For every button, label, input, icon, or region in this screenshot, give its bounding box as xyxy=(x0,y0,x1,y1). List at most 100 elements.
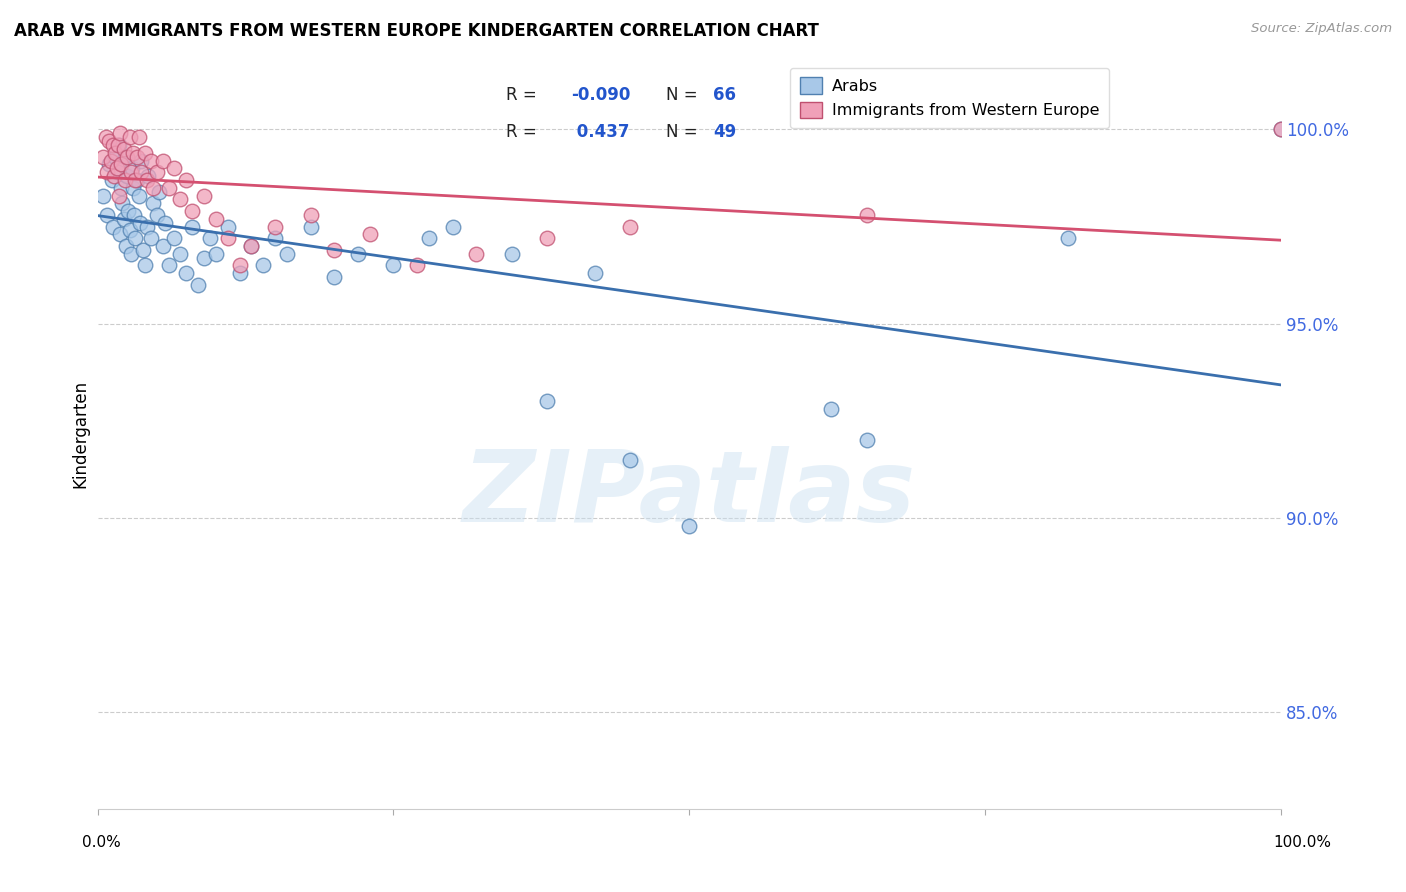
Text: N =: N = xyxy=(665,86,697,103)
Point xyxy=(198,231,221,245)
Point xyxy=(93,188,115,202)
Point xyxy=(139,231,162,245)
Point xyxy=(465,246,488,260)
Point xyxy=(359,227,381,242)
Point xyxy=(240,239,263,253)
Point xyxy=(136,173,159,187)
Point xyxy=(108,127,131,141)
Point xyxy=(855,208,877,222)
Point xyxy=(139,153,162,168)
Point xyxy=(108,227,131,242)
Point xyxy=(114,150,136,164)
Point xyxy=(101,219,124,234)
Point xyxy=(193,251,215,265)
Point xyxy=(855,433,877,447)
Point xyxy=(176,266,198,280)
Point xyxy=(1057,231,1080,245)
Point xyxy=(187,277,209,292)
Point xyxy=(347,246,370,260)
Point xyxy=(1270,122,1292,136)
Point xyxy=(138,169,160,183)
Point xyxy=(128,188,150,202)
Point xyxy=(131,153,153,168)
Point xyxy=(105,161,128,176)
Point xyxy=(148,185,170,199)
Point xyxy=(110,180,132,194)
Point xyxy=(100,153,122,168)
Text: R =: R = xyxy=(506,86,537,103)
Point xyxy=(110,157,132,171)
Point xyxy=(96,208,118,222)
Point xyxy=(193,188,215,202)
Point xyxy=(115,169,138,183)
Point xyxy=(125,150,148,164)
Point xyxy=(112,211,135,226)
Point xyxy=(131,243,153,257)
Text: 0.0%: 0.0% xyxy=(82,836,121,850)
Point xyxy=(101,138,124,153)
Point xyxy=(122,145,145,160)
Point xyxy=(382,259,405,273)
Point xyxy=(96,165,118,179)
Point xyxy=(103,169,125,183)
Point xyxy=(418,231,440,245)
Point xyxy=(98,157,121,171)
Point xyxy=(619,219,641,234)
Point xyxy=(323,243,346,257)
Point xyxy=(108,138,131,153)
Point xyxy=(205,246,228,260)
Point xyxy=(276,246,298,260)
Point xyxy=(131,165,153,179)
Text: 49: 49 xyxy=(713,123,737,141)
Text: 0.437: 0.437 xyxy=(571,123,630,141)
Point xyxy=(820,402,842,417)
Point xyxy=(115,239,138,253)
Point xyxy=(536,231,558,245)
Point xyxy=(134,145,156,160)
Point xyxy=(163,161,186,176)
Point xyxy=(264,231,287,245)
Point xyxy=(619,452,641,467)
Point xyxy=(98,134,121,148)
Point xyxy=(252,259,274,273)
Point xyxy=(120,165,142,179)
Text: R =: R = xyxy=(506,123,537,141)
Point xyxy=(240,239,263,253)
Point xyxy=(264,219,287,234)
Point xyxy=(129,216,152,230)
Text: ZIPatlas: ZIPatlas xyxy=(463,446,915,542)
Point xyxy=(1270,122,1292,136)
Point xyxy=(124,173,146,187)
Point xyxy=(217,219,239,234)
Point xyxy=(100,173,122,187)
Point xyxy=(217,231,239,245)
Point xyxy=(108,188,131,202)
Point xyxy=(111,196,134,211)
Point xyxy=(228,266,250,280)
Point xyxy=(145,165,167,179)
Text: N =: N = xyxy=(665,123,697,141)
Point xyxy=(152,153,174,168)
Point xyxy=(142,180,165,194)
Point xyxy=(205,211,228,226)
Point xyxy=(169,246,191,260)
Point xyxy=(163,231,186,245)
Point xyxy=(152,239,174,253)
Point xyxy=(299,219,322,234)
Point xyxy=(120,246,142,260)
Point xyxy=(112,142,135,156)
Point xyxy=(117,204,139,219)
Point xyxy=(114,173,136,187)
Point xyxy=(153,216,176,230)
Point xyxy=(501,246,523,260)
Point xyxy=(536,394,558,409)
Point xyxy=(441,219,464,234)
Point xyxy=(299,208,322,222)
Y-axis label: Kindergarten: Kindergarten xyxy=(72,380,89,488)
Text: 100.0%: 100.0% xyxy=(1272,836,1331,850)
Point xyxy=(323,270,346,285)
Point xyxy=(142,196,165,211)
Point xyxy=(157,180,180,194)
Point xyxy=(169,193,191,207)
Point xyxy=(583,266,606,280)
